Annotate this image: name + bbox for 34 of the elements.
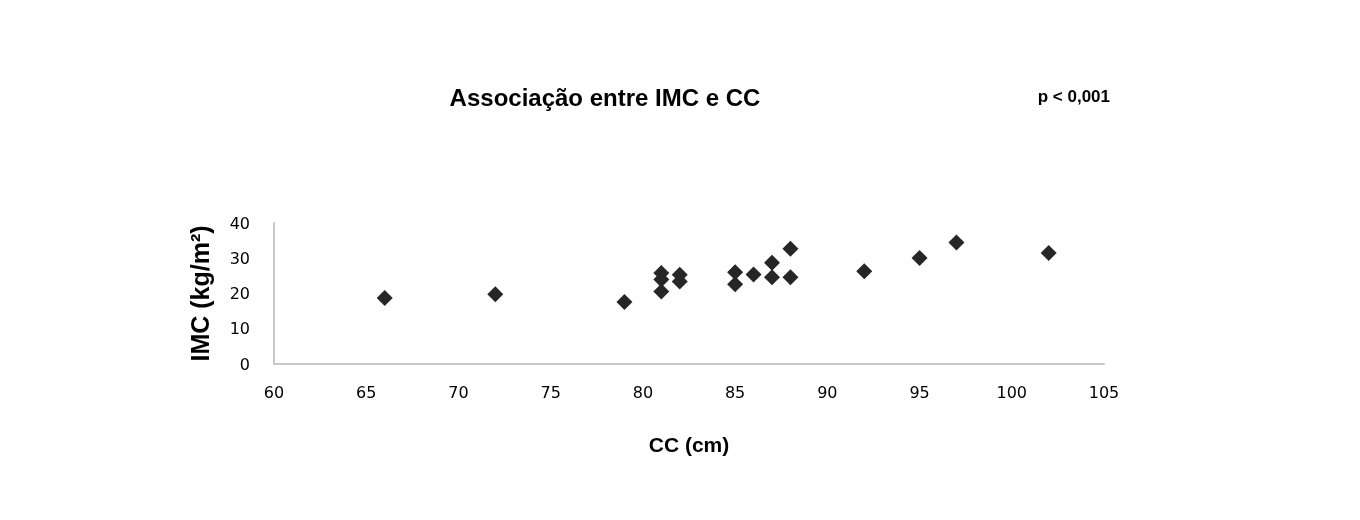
point [727,264,744,281]
x-tick-label: 105 [1088,382,1120,402]
point [911,249,928,266]
point [764,254,780,271]
point [616,293,633,310]
point [764,269,780,286]
x-tick-label: 75 [540,382,561,402]
x-tick-label: 90 [817,382,838,402]
y-axis-title: IMC (kg/m²) [185,225,214,362]
point [745,266,762,283]
x-tick-label: 85 [724,382,746,402]
x-tick-label: 60 [263,382,285,402]
text: p < 0,001 [1037,87,1111,106]
point [948,234,965,251]
point [376,290,393,307]
x-tick-label: 100 [996,382,1028,402]
point [1040,244,1057,261]
point [856,263,873,280]
point [782,269,799,286]
x-tick-label: 95 [909,382,930,402]
x-tick-label: 65 [356,382,377,402]
point [487,286,504,303]
y-tick-label: 0 [239,354,250,374]
y-tick-label: 20 [229,284,250,303]
point [727,276,744,293]
x-tick-label: 70 [448,382,469,402]
point [782,240,799,257]
x-axis-title: CC (cm) [648,433,730,456]
point [653,283,670,300]
x-tick-label: 80 [632,382,654,402]
y-tick-label: 30 [229,248,250,268]
y-tick-label: 40 [229,213,250,233]
chart-title: Associação entre IMC e CC [449,83,761,111]
y-tick-label: 10 [229,319,250,339]
